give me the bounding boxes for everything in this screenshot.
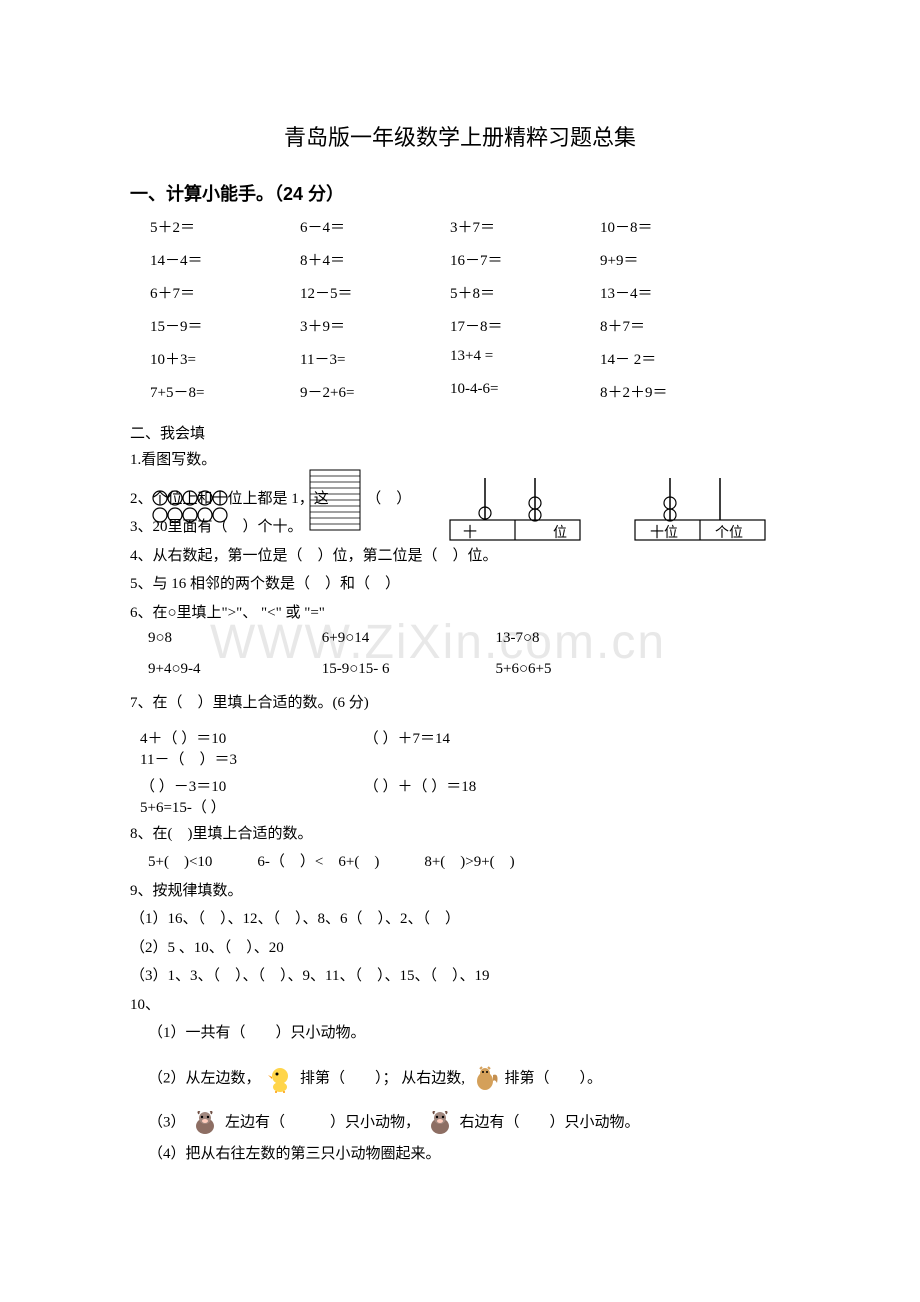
calc-cell: 5＋8＝ [450, 282, 600, 303]
calc-cell: 3＋7＝ [450, 216, 600, 237]
item-6: 6、在○里填上">"、 "<" 或 "=" [130, 602, 790, 625]
abacus-diagram-2: 十位 个位 [630, 478, 770, 548]
circles-diagram [150, 488, 250, 533]
fill-row: （ ）－3＝10 （ ）＋（ ）＝18 5+6=15-（ ） [140, 775, 790, 817]
fill-row: 4＋（ ）＝10 （ ）＋7＝14 11－（ ）＝3 [140, 727, 790, 769]
fill-cell: （ ）＋7＝14 [364, 727, 584, 748]
calculation-table: 5＋2＝ 6－4＝ 3＋7＝ 10－8＝ 14－4＝ 8＋4＝ 16－7＝ 9+… [150, 216, 810, 402]
compare-cell: 15-9○15- 6 [322, 661, 492, 678]
cow-icon [426, 1109, 454, 1137]
calc-cell: 16－7＝ [450, 249, 600, 270]
fill-cell: 5+6=15-（ ） [140, 796, 360, 817]
abacus-diagram-1: 十 位 [445, 478, 585, 548]
section2-header: 二、我会填 [130, 422, 790, 443]
item-7: 7、在（ ）里填上合适的数。(6 分) [130, 692, 790, 715]
calc-cell: 10＋3= [150, 348, 300, 369]
calc-row: 6＋7＝ 12－5＝ 5＋8＝ 13－4＝ [150, 282, 810, 303]
calc-cell: 8＋7＝ [600, 315, 750, 336]
calc-row: 14－4＝ 8＋4＝ 16－7＝ 9+9＝ [150, 249, 810, 270]
calc-cell: 6－4＝ [300, 216, 450, 237]
calc-cell: 15－9＝ [150, 315, 300, 336]
calc-cell: 9－2+6= [300, 381, 450, 402]
calc-cell: 10-4-6= [450, 381, 600, 402]
calc-cell: 14－4＝ [150, 249, 300, 270]
q10-3b-text: 左边有（ ）只小动物， [225, 1114, 420, 1130]
fill-cell: 11－（ ）＝3 [140, 748, 360, 769]
calc-cell: 8＋4＝ [300, 249, 450, 270]
calc-row: 5＋2＝ 6－4＝ 3＋7＝ 10－8＝ [150, 216, 810, 237]
item-10: 10、 [130, 994, 790, 1017]
fill-8: 5+( )<10 6-（ ）< 6+( ) 8+( )>9+( ) [148, 851, 790, 874]
calc-cell: 14－ 2＝ [600, 348, 750, 369]
q10-3: （3） 左边有（ ）只小动物， 右边有（ ）只小动物。 [148, 1109, 790, 1137]
squirrel-icon [471, 1065, 499, 1093]
abacus1-label-right: 位 [553, 522, 567, 542]
calc-cell: 12－5＝ [300, 282, 450, 303]
calc-cell: 7+5－8= [150, 381, 300, 402]
calc-cell: 9+9＝ [600, 249, 750, 270]
chick-icon [266, 1065, 294, 1093]
seq-1: （1）16、（ ）、12、（ ）、8、6（ ）、2、（ ） [130, 908, 790, 931]
q10-2c-text: 排第（ ）。 [505, 1070, 603, 1086]
compare-row: 9+4○9-4 15-9○15- 6 5+6○6+5 [148, 661, 790, 678]
fill-cell: 4＋（ ）＝10 [140, 727, 360, 748]
calc-cell: 8＋2＋9＝ [600, 381, 750, 402]
compare-cell: 5+6○6+5 [496, 661, 666, 678]
q10-2a-text: （2）从左边数， [148, 1070, 261, 1086]
cow-icon [191, 1109, 219, 1137]
calc-cell: 11－3= [300, 348, 450, 369]
calc-cell: 13+4 = [450, 348, 600, 369]
abacus2-label-left: 十位 [650, 522, 678, 542]
q10-2b-text: 排第（ ）； 从右边数, [300, 1070, 465, 1086]
calc-cell: 5＋2＝ [150, 216, 300, 237]
seq-3: （3）1、3、（ ）、（ ）、9、11、（ ）、15、（ ）、19 [130, 965, 790, 988]
calc-row: 15－9＝ 3＋9＝ 17－8＝ 8＋7＝ [150, 315, 810, 336]
section1-header: 一、计算小能手。（24 分） [130, 180, 790, 206]
diagram-container: 十 位 十位 个位 [0, 468, 920, 548]
document-content: 青岛版一年级数学上册精粹习题总集 一、计算小能手。（24 分） 5＋2＝ 6－4… [130, 120, 790, 1165]
item-5: 5、与 16 相邻的两个数是（ ）和（ ） [130, 573, 790, 596]
compare-cell: 9+4○9-4 [148, 661, 318, 678]
calc-cell: 6＋7＝ [150, 282, 300, 303]
q10-2: （2）从左边数， 排第（ ）； 从右边数, 排第（ ）。 [148, 1065, 790, 1093]
q10-4: （4）把从右往左数的第三只小动物圈起来。 [148, 1143, 790, 1166]
compare-cell: 9○8 [148, 630, 318, 647]
q10-3a-text: （3） [148, 1114, 186, 1130]
compare-cell: 13-7○8 [496, 630, 666, 647]
page-title: 青岛版一年级数学上册精粹习题总集 [130, 120, 790, 152]
fill-cell: （ ）＋（ ）＝18 [364, 775, 584, 796]
calc-row: 7+5－8= 9－2+6= 10-4-6= 8＋2＋9＝ [150, 381, 810, 402]
compare-row: 9○8 6+9○14 13-7○8 [148, 630, 790, 647]
q10-3c-text: 右边有（ ）只小动物。 [460, 1114, 640, 1130]
abacus2-label-right: 个位 [715, 522, 743, 542]
fill-cell: （ ）－3＝10 [140, 775, 360, 796]
abacus1-label-left: 十 [463, 522, 477, 542]
calc-row: 10＋3= 11－3= 13+4 = 14－ 2＝ [150, 348, 810, 369]
calc-cell: 10－8＝ [600, 216, 750, 237]
calc-cell: 13－4＝ [600, 282, 750, 303]
seq-2: （2）5 、10、（ ）、20 [130, 937, 790, 960]
lines-diagram [305, 468, 365, 543]
compare-cell: 6+9○14 [322, 630, 492, 647]
item-9: 9、按规律填数。 [130, 880, 790, 903]
calc-cell: 17－8＝ [450, 315, 600, 336]
item-8: 8、在( )里填上合适的数。 [130, 823, 790, 846]
calc-cell: 3＋9＝ [300, 315, 450, 336]
q10-1: （1）一共有（ ）只小动物。 [148, 1022, 790, 1045]
